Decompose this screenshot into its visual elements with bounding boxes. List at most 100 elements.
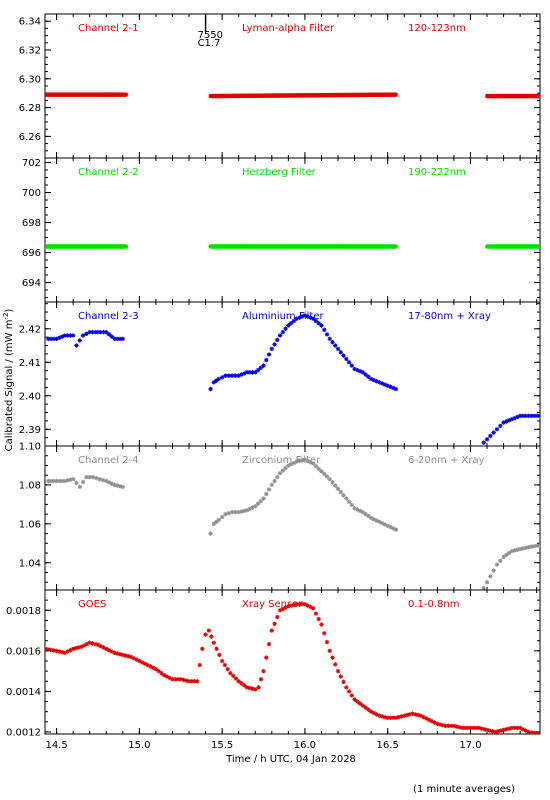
data-point <box>256 685 261 690</box>
panel-data <box>45 92 540 99</box>
data-point <box>277 471 283 476</box>
data-point <box>341 353 346 358</box>
data-point <box>498 558 503 564</box>
y-tick-label: 0.0018 <box>6 606 41 617</box>
data-point <box>532 730 537 734</box>
panel-frame <box>44 13 541 159</box>
data-point <box>97 476 102 482</box>
data-point <box>313 611 319 616</box>
panel-filter-label: Herzberg Filter <box>242 167 317 178</box>
data-point <box>333 662 338 667</box>
y-tick-label: 694 <box>22 278 41 289</box>
panel-frame <box>44 589 541 735</box>
data-point <box>349 502 355 508</box>
data-point <box>261 363 266 368</box>
data-point <box>327 336 332 342</box>
data-point <box>258 365 263 371</box>
data-point <box>253 504 258 509</box>
data-point <box>223 511 228 517</box>
data-point <box>253 687 258 692</box>
data-point <box>84 331 89 337</box>
y-tick-label: 0.0014 <box>6 687 41 698</box>
data-point <box>316 466 321 471</box>
data-point <box>269 346 275 352</box>
data-point <box>494 562 500 567</box>
data-point <box>491 568 496 573</box>
panel-4: 1.04 1.06 1.08 1.10 Channel 2-4 Zirconium Fil… <box>19 442 541 591</box>
panel-filter-label: Zirconium Filter <box>242 455 321 466</box>
data-point <box>94 475 99 481</box>
panel-data <box>46 313 540 445</box>
data-point <box>266 487 272 492</box>
data-point <box>322 471 327 477</box>
y-tick-label: 0.0016 <box>6 646 41 657</box>
panel-channel-label: Channel 2-4 <box>78 455 139 466</box>
data-point <box>217 652 222 658</box>
panel-band-label: 6-20nm + Xray <box>408 455 485 466</box>
panel-filter-label: Xray Sensor <box>242 599 303 610</box>
panel-channel-label: Channel 2-2 <box>78 167 139 178</box>
flare-region-label: 7550 <box>198 30 223 41</box>
data-point <box>109 649 114 654</box>
y-tick-label: 702 <box>22 158 41 169</box>
y-tick-label: 6.34 <box>19 17 41 28</box>
data-point <box>335 486 341 492</box>
data-point <box>393 386 399 392</box>
data-point <box>529 730 534 734</box>
data-point <box>142 661 148 666</box>
data-point <box>506 550 512 556</box>
data-point <box>233 509 238 515</box>
data-point <box>219 514 225 520</box>
data-point <box>481 585 486 590</box>
data-point <box>349 693 355 698</box>
data-point <box>226 510 231 516</box>
data-point <box>360 509 366 515</box>
panel-data <box>45 244 540 249</box>
panel-channel-label: Channel 2-1 <box>78 23 139 34</box>
data-point <box>484 437 490 442</box>
data-point <box>537 413 540 419</box>
data-point <box>272 342 277 347</box>
data-point <box>208 386 213 392</box>
data-point <box>208 531 213 536</box>
data-point <box>214 646 219 652</box>
data-point <box>363 705 368 710</box>
x-tick-label: 15.0 <box>128 740 150 751</box>
data-point <box>161 672 167 678</box>
data-point <box>338 489 343 495</box>
data-point <box>335 346 341 352</box>
data-point <box>45 647 51 652</box>
data-point <box>269 482 275 488</box>
data-point <box>488 574 493 579</box>
data-point <box>219 658 225 664</box>
data-point <box>77 484 82 490</box>
data-point <box>316 616 321 622</box>
chart-panels: 6.26 6.28 6.30 6.32 6.34 Channel 2-1 Lyman-alp… <box>6 13 541 751</box>
data-point <box>360 703 366 708</box>
data-point <box>216 517 222 523</box>
data-point <box>330 480 335 485</box>
data-point <box>344 685 349 690</box>
flare-class-label: C1.7 <box>198 38 221 49</box>
x-tick-label: 14.5 <box>45 740 67 751</box>
panel-band-label: 17-80nm + Xray <box>408 311 491 322</box>
y-tick-label: 698 <box>22 218 41 229</box>
panel-band-label: 190-222nm <box>408 167 466 178</box>
data-point <box>80 479 86 485</box>
data-point <box>346 689 352 694</box>
x-tick-label: 17.0 <box>459 740 481 751</box>
data-point <box>366 513 371 519</box>
data-point <box>203 632 208 637</box>
data-point <box>357 701 363 706</box>
data-point <box>228 670 233 676</box>
x-tick-label: 16.0 <box>294 740 316 751</box>
data-point <box>211 640 217 645</box>
y-tick-label: 1.10 <box>19 442 41 453</box>
data-point <box>197 662 202 668</box>
data-point <box>402 713 407 718</box>
data-point <box>335 668 341 674</box>
panel-filter-label: Lyman-alpha Filter <box>242 23 335 34</box>
panel-frame <box>44 445 541 591</box>
data-point <box>120 484 126 490</box>
data-point <box>537 244 540 249</box>
